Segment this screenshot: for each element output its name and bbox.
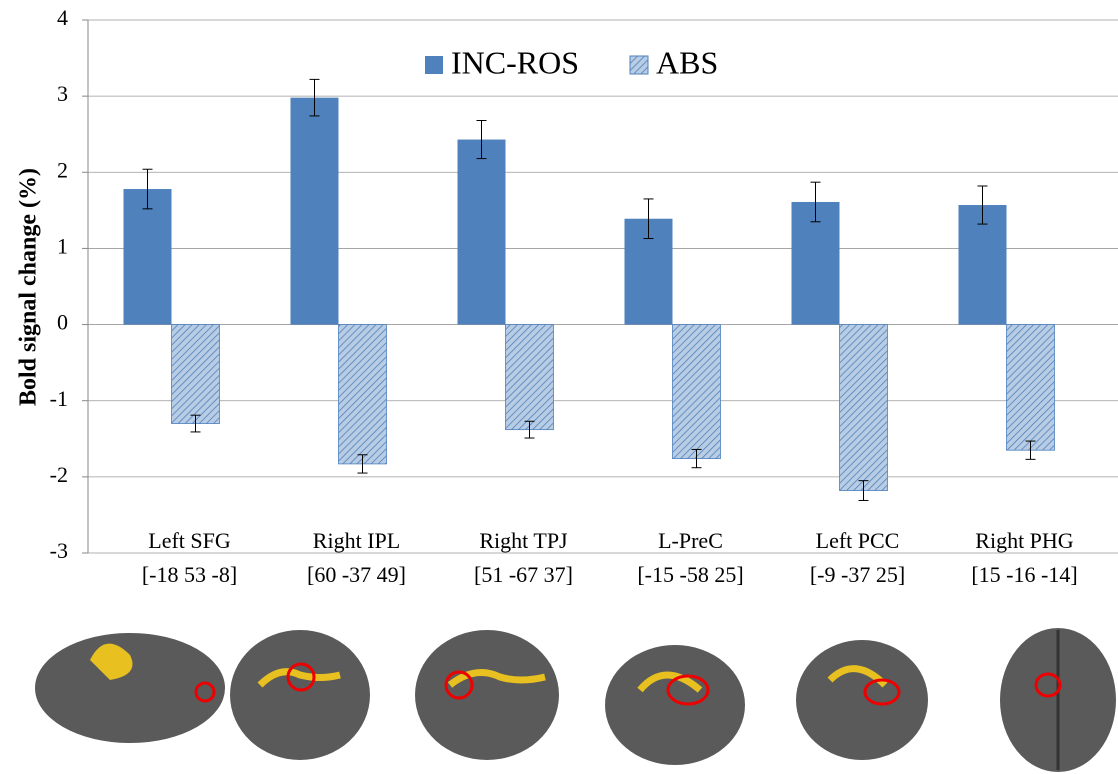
x-tick-label: Right PHG [975, 528, 1074, 553]
y-tick-label: -3 [50, 538, 68, 563]
y-tick-label: 3 [57, 81, 68, 106]
bar [839, 324, 888, 491]
x-tick-label: [-9 -37 25] [810, 562, 905, 587]
x-tick-label: Right IPL [313, 528, 400, 553]
x-tick-label: Right TPJ [479, 528, 568, 553]
y-tick-label: 1 [57, 233, 68, 258]
bar [457, 139, 506, 325]
x-tick-label: L-PreC [658, 528, 723, 553]
bar [338, 324, 387, 465]
y-axis-label: Bold signal change (%) [16, 168, 42, 406]
bar [171, 324, 220, 424]
x-tick-label: [-18 53 -8] [142, 562, 237, 587]
bar [958, 205, 1007, 325]
bar [505, 324, 554, 431]
x-tick-label: Left PCC [816, 528, 900, 553]
legend-label: INC-ROS [451, 44, 579, 80]
legend-label: ABS [656, 44, 718, 80]
bar [290, 97, 339, 325]
brain-images [35, 628, 1116, 772]
x-tick-label: [-15 -58 25] [637, 562, 743, 587]
legend-swatch [425, 56, 443, 74]
x-tick-label: [51 -67 37] [474, 562, 573, 587]
y-tick-label: -1 [50, 386, 68, 411]
x-tick-label: [60 -37 49] [307, 562, 406, 587]
y-tick-label: 2 [57, 157, 68, 182]
y-tick-label: 0 [57, 310, 68, 335]
bar [672, 324, 721, 459]
bar [1006, 324, 1055, 451]
x-tick-label: Left SFG [148, 528, 231, 553]
x-tick-label: [15 -16 -14] [971, 562, 1077, 587]
bar [791, 201, 840, 325]
y-tick-label: -2 [50, 462, 68, 487]
legend-swatch [629, 55, 649, 75]
bar [123, 189, 172, 325]
y-tick-label: 4 [57, 5, 68, 30]
